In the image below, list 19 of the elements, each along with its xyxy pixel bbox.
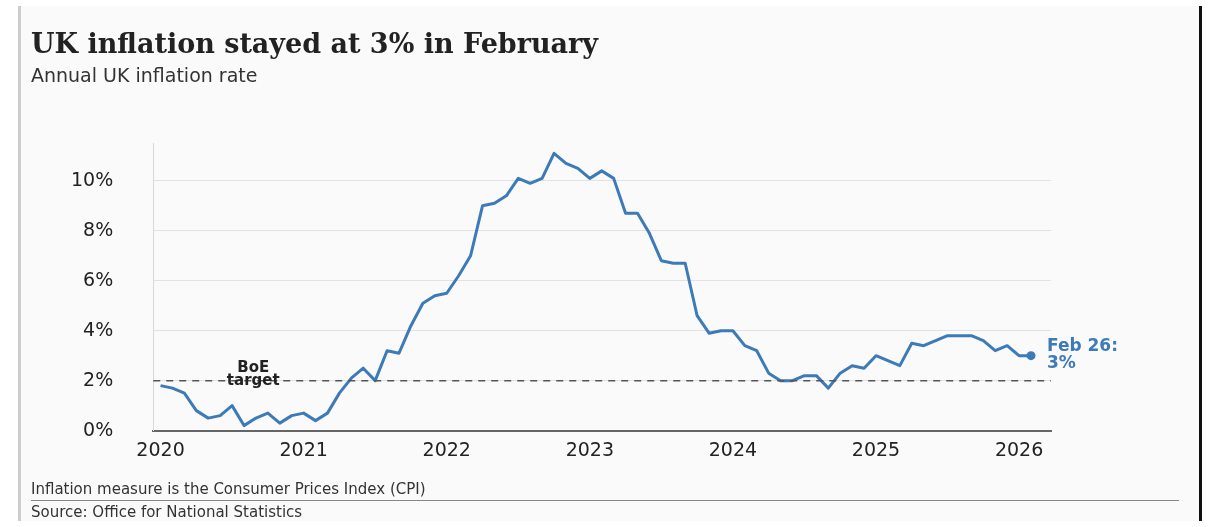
x-tick-label: 2024 bbox=[708, 437, 758, 460]
x-tick-label: 2021 bbox=[279, 437, 328, 460]
text: Inflation measure is the Consumer Prices Index (CPI) bbox=[31, 480, 426, 498]
ref-line-label: BoE target bbox=[226, 358, 280, 390]
x-tick-label: 2022 bbox=[422, 437, 471, 460]
chart-title: UK inflation stayed at 3% in February bbox=[31, 28, 599, 59]
y-tick-label: 6% bbox=[83, 267, 114, 290]
x-tick-label: 2025 bbox=[851, 437, 901, 460]
y-tick-label: 0% bbox=[83, 417, 114, 440]
y-tick-label: 8% bbox=[83, 217, 114, 240]
x-tick-label: 2026 bbox=[994, 437, 1044, 460]
x-tick-label: 2023 bbox=[565, 437, 614, 460]
chart-subtitle: Annual UK inflation rate bbox=[31, 64, 258, 86]
y-tick-label: 2% bbox=[83, 367, 114, 390]
y-tick-label: 10% bbox=[71, 167, 114, 190]
x-tick-label: 2020 bbox=[136, 437, 185, 460]
source-note: Source: Office for National Statistics bbox=[31, 503, 303, 521]
annotation: Feb 26: 3% bbox=[1047, 335, 1118, 373]
y-tick-label: 4% bbox=[83, 317, 114, 340]
